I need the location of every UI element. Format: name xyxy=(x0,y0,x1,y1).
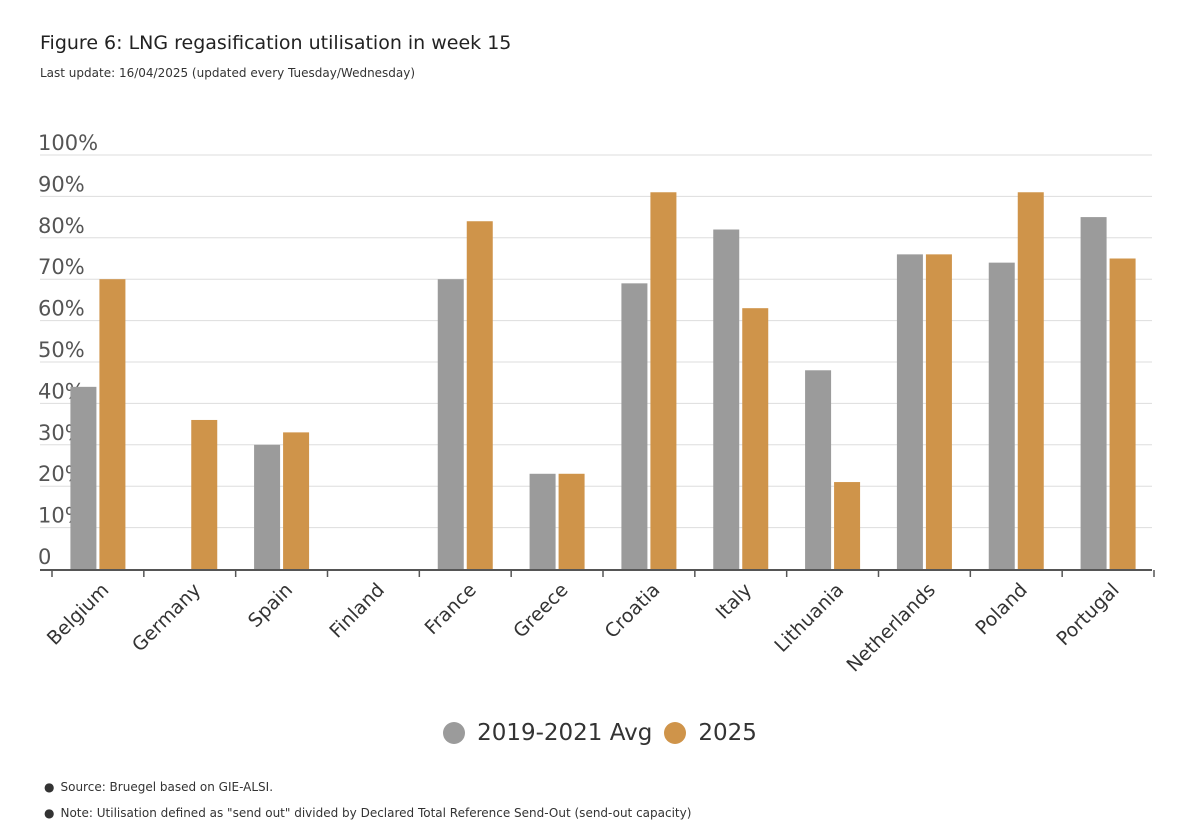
y-tick-label: 60% xyxy=(38,297,85,321)
bar-2025-spain xyxy=(283,432,310,569)
x-category-label: Greece xyxy=(509,579,572,642)
bar-avg-poland xyxy=(988,262,1015,569)
legend-label-avg: 2019-2021 Avg xyxy=(477,720,653,746)
bar-2025-germany xyxy=(191,419,218,569)
x-category-label: Portugal xyxy=(1052,579,1123,650)
bar-avg-netherlands xyxy=(896,254,923,570)
y-tick-label: 0 xyxy=(38,545,51,569)
x-category-label: Lithuania xyxy=(770,579,848,657)
y-tick-label: 70% xyxy=(38,255,85,279)
bar-2025-lithuania xyxy=(834,482,861,569)
bar-2025-greece xyxy=(558,473,585,569)
chart-subtitle: Last update: 16/04/2025 (updated every T… xyxy=(40,66,416,80)
bar-avg-spain xyxy=(254,444,281,569)
legend-item-2025: 2025 xyxy=(664,720,757,746)
x-category-label: Finland xyxy=(325,579,389,643)
x-category-label: Italy xyxy=(712,579,757,624)
bar-2025-france xyxy=(466,221,493,570)
x-category-label: Belgium xyxy=(43,579,114,650)
x-category-label: Germany xyxy=(128,579,205,656)
x-category-label: France xyxy=(421,579,481,639)
y-tick-label: 50% xyxy=(38,338,85,362)
legend-swatch-2025 xyxy=(664,722,687,744)
legend-label-2025: 2025 xyxy=(698,720,757,746)
bar-2025-belgium xyxy=(99,279,126,569)
bar-chart: 010%20%30%40%50%60%70%80%90%100%Belgium G… xyxy=(38,131,1155,676)
bar-2025-poland xyxy=(1017,192,1044,569)
x-category-label: Netherlands xyxy=(842,579,939,676)
bar-2025-italy xyxy=(742,308,769,569)
legend-item-avg: 2019-2021 Avg xyxy=(443,720,652,746)
note-text: Note: Utilisation defined as "send out" … xyxy=(60,806,692,820)
bar-avg-belgium xyxy=(70,386,97,569)
legend: 2019-2021 Avg 2025 xyxy=(0,720,1200,746)
bar-avg-croatia xyxy=(621,283,648,569)
y-tick-label: 90% xyxy=(38,172,85,196)
y-tick-label: 100% xyxy=(38,131,98,155)
bullet-icon: ● xyxy=(44,806,55,820)
x-category-label: Spain xyxy=(244,579,297,632)
bar-2025-croatia xyxy=(650,192,677,569)
bar-avg-france xyxy=(437,279,464,569)
source-text: Source: Bruegel based on GIE-ALSI. xyxy=(60,780,274,794)
legend-swatch-avg xyxy=(443,722,466,744)
bar-avg-portugal xyxy=(1080,217,1107,569)
bullet-icon: ● xyxy=(44,780,55,794)
source-note: ● Source: Bruegel based on GIE-ALSI. xyxy=(44,780,273,794)
chart-title: Figure 6: LNG regasification utilisation… xyxy=(40,32,512,54)
x-category-label: Croatia xyxy=(601,579,665,643)
bar-avg-lithuania xyxy=(805,370,832,569)
bar-avg-italy xyxy=(713,229,740,569)
y-tick-label: 80% xyxy=(38,214,85,238)
bar-2025-netherlands xyxy=(925,254,952,570)
bar-avg-greece xyxy=(529,473,556,569)
x-category-label: Poland xyxy=(971,579,1031,639)
bar-2025-portugal xyxy=(1109,258,1136,569)
definition-note: ● Note: Utilisation defined as "send out"… xyxy=(44,806,691,820)
